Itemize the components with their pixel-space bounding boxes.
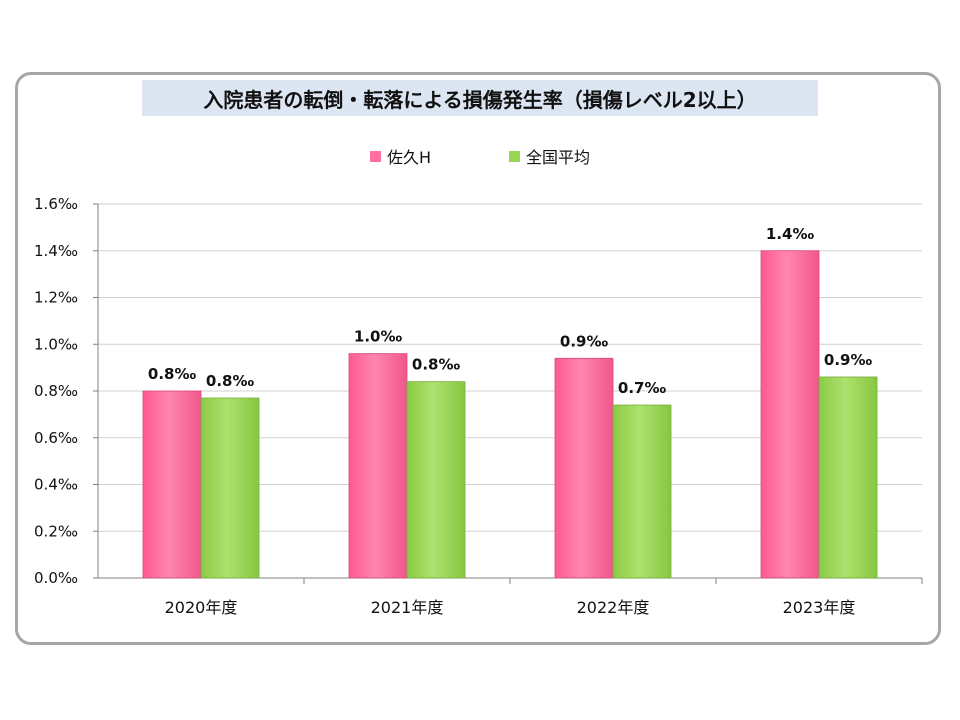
bar-national [818, 376, 878, 579]
x-category-label: 2021年度 [371, 598, 444, 617]
bar-national [612, 404, 672, 579]
legend-item-national: 全国平均 [509, 144, 590, 168]
y-tick-label: 0.0‰ [34, 569, 78, 587]
y-tick-label: 0.2‰ [34, 522, 78, 540]
legend-swatch-saku [369, 150, 381, 162]
x-category-label: 2023年度 [783, 598, 856, 617]
bar-saku [554, 357, 614, 579]
legend-label-saku: 佐久H [386, 148, 432, 167]
legend-swatch-national [509, 150, 521, 162]
bar-saku [760, 250, 820, 579]
data-label: 0.9‰ [560, 332, 609, 350]
legend: 佐久H 全国平均 [0, 144, 960, 168]
y-tick-label: 1.6‰ [34, 195, 78, 213]
bar-saku [142, 390, 202, 579]
data-label: 0.7‰ [618, 379, 667, 397]
x-category-label: 2020年度 [165, 598, 238, 617]
x-category-label: 2022年度 [577, 598, 650, 617]
y-tick-label: 0.6‰ [34, 429, 78, 447]
y-tick-label: 0.8‰ [34, 382, 78, 400]
bar-national [200, 397, 260, 579]
data-label: 0.8‰ [412, 356, 461, 374]
data-label: 1.4‰ [766, 225, 815, 243]
data-label: 1.0‰ [354, 328, 403, 346]
legend-item-saku: 佐久H [369, 144, 432, 168]
bar-saku [348, 353, 408, 579]
bar-national [406, 381, 466, 579]
y-tick-label: 1.2‰ [34, 289, 78, 307]
legend-label-national: 全国平均 [526, 148, 591, 167]
y-tick-label: 0.4‰ [34, 476, 78, 494]
chart-title: 入院患者の転倒・転落による損傷発生率（損傷レベル2以上） [142, 80, 818, 116]
y-tick-label: 1.4‰ [34, 242, 78, 260]
data-label: 0.8‰ [148, 365, 197, 383]
y-tick-label: 1.0‰ [34, 335, 78, 353]
data-label: 0.8‰ [206, 372, 255, 390]
data-label: 0.9‰ [824, 351, 873, 369]
